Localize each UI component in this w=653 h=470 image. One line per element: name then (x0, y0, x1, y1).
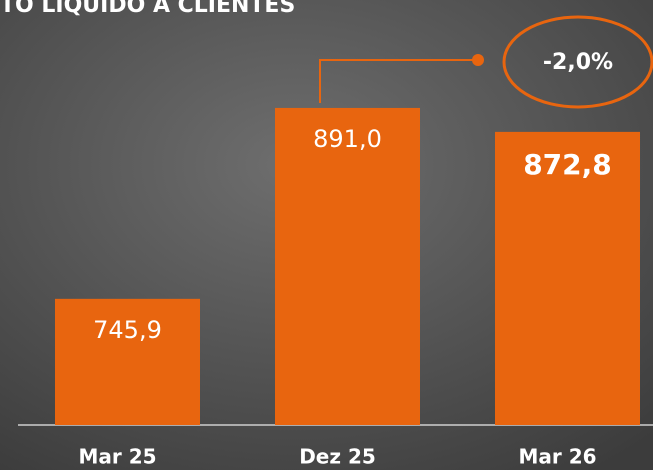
bar (55, 298, 200, 425)
bar (495, 131, 640, 425)
connector (319, 59, 478, 103)
connector-dot (472, 54, 484, 66)
annotation-ring (502, 15, 653, 109)
x-tick-label: Mar 25 (78, 445, 156, 469)
value-label: 872,8 (523, 148, 612, 181)
x-tick-label: Mar 26 (518, 445, 596, 469)
x-tick-label: Dez 25 (299, 445, 376, 469)
annotation: -2,0% (543, 50, 613, 75)
value-label: 745,9 (93, 316, 162, 344)
value-label: 891,0 (313, 125, 382, 153)
chart-title: TO LIQUIDO A CLIENTES (0, 0, 295, 18)
bar (275, 107, 420, 425)
